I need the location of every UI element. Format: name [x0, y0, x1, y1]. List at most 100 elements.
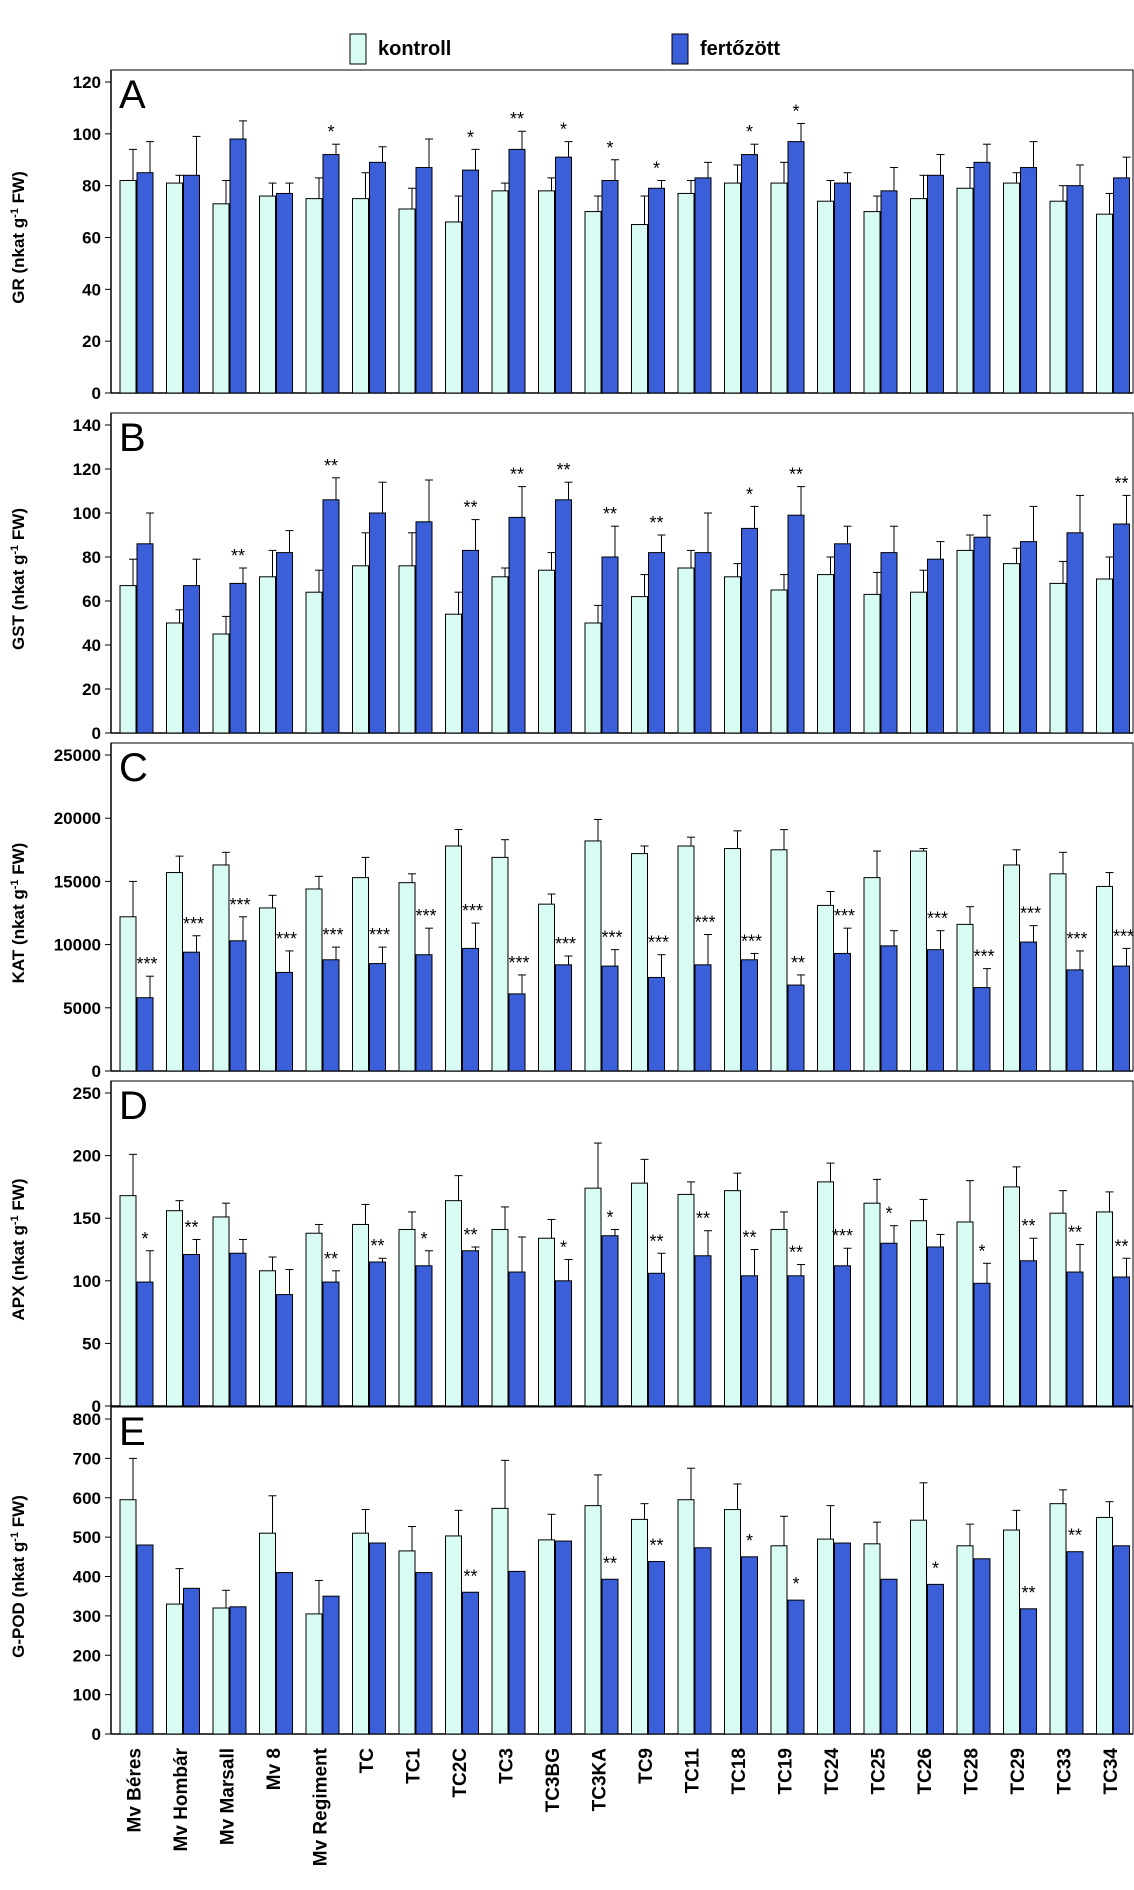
significance-label: ***	[694, 912, 715, 932]
category-label: TC26	[915, 1748, 936, 1794]
bar-fertozott	[462, 947, 479, 1072]
bar-kontroll	[119, 916, 137, 1072]
bar-fertozott	[183, 585, 200, 734]
bar-kontroll	[677, 192, 695, 394]
bar-kontroll	[445, 845, 462, 1072]
significance-label: ***	[1020, 904, 1041, 924]
significance-label: ***	[183, 914, 204, 934]
significance-label: **	[324, 456, 338, 476]
bar-kontroll	[910, 1220, 927, 1407]
significance-label: *	[606, 1207, 613, 1227]
significance-label: ***	[834, 906, 855, 926]
significance-label: *	[560, 120, 567, 140]
category-label: TC18	[729, 1748, 750, 1794]
bar-kontroll	[352, 1532, 369, 1735]
bar-kontroll	[398, 1550, 416, 1735]
bar-kontroll	[398, 208, 416, 394]
bar-fertozott	[229, 940, 247, 1072]
significance-label: **	[1114, 473, 1128, 493]
bar-kontroll	[212, 1216, 230, 1407]
bar-kontroll	[398, 1228, 416, 1407]
bar-kontroll	[631, 1182, 648, 1407]
y-tick-label: 80	[82, 548, 101, 567]
bar-kontroll	[631, 853, 648, 1072]
significance-label: *	[420, 1229, 427, 1249]
bar-fertozott	[183, 1587, 200, 1735]
bar-kontroll	[445, 1535, 462, 1735]
significance-label: ***	[555, 934, 576, 954]
bar-kontroll	[817, 904, 834, 1072]
significance-label: ***	[229, 895, 250, 915]
bar-kontroll	[491, 190, 509, 394]
bar-kontroll	[1049, 200, 1067, 394]
y-tick-label: 500	[73, 1528, 101, 1547]
bar-fertozott	[834, 543, 851, 734]
y-tick-label: 600	[73, 1489, 101, 1508]
significance-label: *	[467, 127, 474, 147]
bar-fertozott	[369, 1261, 386, 1407]
bar-fertozott	[508, 516, 526, 734]
bar-kontroll	[119, 1195, 137, 1407]
panel-C: 0 5000 10000 15000 20000 25000 KAT (nkat g-1 F…	[9, 742, 1134, 1081]
bar-fertozott	[322, 154, 340, 394]
bar-kontroll	[584, 1187, 602, 1407]
significance-label: **	[1068, 1526, 1082, 1546]
bar-fertozott	[880, 1578, 898, 1735]
bar-fertozott	[462, 169, 479, 394]
y-tick-label: 0	[92, 1397, 101, 1416]
category-label: TC9	[636, 1748, 657, 1784]
y-axis-title: APX (nkat g-1 FW)	[9, 1178, 28, 1320]
bar-kontroll	[1003, 1186, 1020, 1407]
significance-label: **	[463, 1566, 477, 1586]
bar-fertozott	[229, 1606, 247, 1735]
bar-kontroll	[584, 622, 602, 734]
bar-fertozott	[555, 1540, 572, 1735]
bar-fertozott	[741, 959, 758, 1072]
bar-kontroll	[305, 198, 323, 394]
bar-fertozott	[787, 984, 805, 1072]
bar-kontroll	[1096, 578, 1113, 734]
significance-label: **	[603, 504, 617, 524]
significance-label: **	[1021, 1216, 1035, 1236]
bar-kontroll	[305, 591, 323, 734]
bar-fertozott	[183, 951, 200, 1072]
bar-fertozott	[973, 161, 991, 394]
significance-label: **	[791, 953, 805, 973]
bar-fertozott	[508, 993, 526, 1072]
bar-kontroll	[1003, 1529, 1020, 1735]
bar-fertozott	[1113, 965, 1130, 1072]
bar-fertozott	[880, 945, 898, 1072]
bar-kontroll	[677, 1499, 695, 1735]
bar-fertozott	[322, 1281, 340, 1407]
bar-fertozott	[1020, 541, 1037, 734]
significance-label: **	[370, 1236, 384, 1256]
y-tick-label: 0	[92, 384, 101, 403]
legend-label-kontroll: kontroll	[378, 38, 451, 60]
bar-kontroll	[677, 1193, 695, 1407]
significance-label: ***	[927, 909, 948, 929]
category-label: TC2C	[450, 1748, 471, 1798]
category-label: Mv Marsall	[217, 1748, 238, 1845]
bar-fertozott	[508, 148, 526, 394]
bar-kontroll	[445, 613, 462, 734]
bar-kontroll	[817, 1538, 834, 1735]
significance-label: *	[978, 1241, 985, 1261]
bar-kontroll	[677, 845, 695, 1072]
bar-kontroll	[352, 1223, 369, 1407]
significance-label: ***	[648, 933, 669, 953]
panel-E: 0 100 200 300 400 500 600 700 800 G-POD (nkat g-1…	[9, 1406, 1134, 1744]
bar-fertozott	[834, 1542, 851, 1735]
bar-kontroll	[724, 576, 741, 734]
bar-kontroll	[1049, 873, 1067, 1072]
bar-fertozott	[601, 556, 619, 734]
category-label: TC24	[822, 1748, 843, 1795]
y-tick-label: 20	[82, 680, 101, 699]
bar-fertozott	[880, 552, 898, 734]
y-tick-label: 200	[73, 1147, 101, 1166]
bar-kontroll	[491, 856, 509, 1072]
bar-fertozott	[880, 1242, 898, 1407]
bar-fertozott	[415, 521, 433, 734]
bar-kontroll	[166, 182, 183, 394]
